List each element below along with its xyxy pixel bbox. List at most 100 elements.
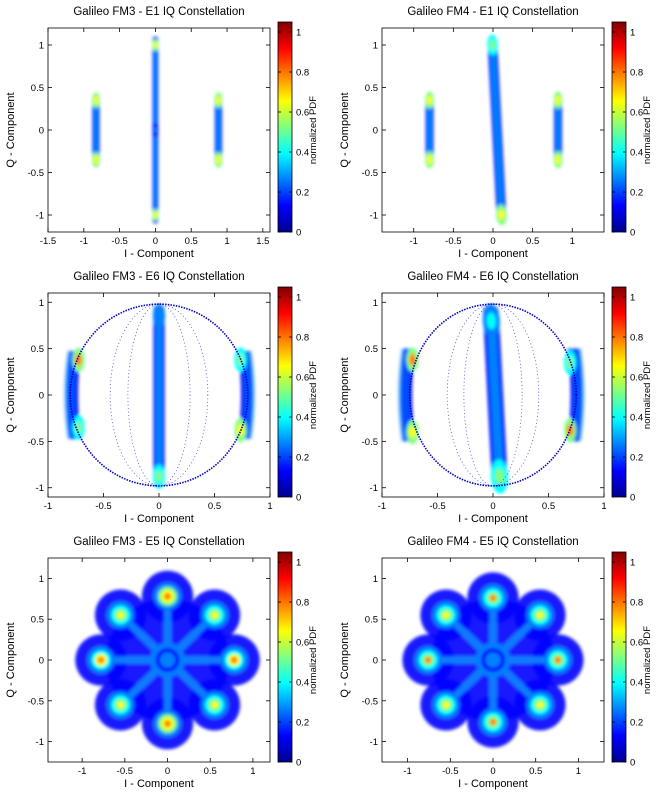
y-ticks: -1 -0.5 0 0.5 1 [28, 574, 270, 748]
colorbar-label: normalized PDF [642, 96, 653, 164]
y-tick-label: -0.5 [362, 696, 378, 707]
x-ticks: -1.5 -1 -0.5 0 0.5 1 1.5 [40, 28, 269, 247]
panel-fm4-e5: Galileo FM4 - E5 IQ Constellation -1 -0.5 0… [334, 530, 668, 795]
density-peak [498, 209, 505, 221]
colorbar-tick-label: 0.6 [296, 108, 309, 119]
y-tick-label: 0 [39, 126, 44, 137]
colorbar-tick-label: 0.6 [296, 638, 309, 649]
cluster [526, 691, 554, 719]
colorbar-tick-label: 0 [296, 228, 301, 239]
y-tick-label: 0 [373, 656, 378, 667]
density-peak [427, 155, 432, 165]
x-tick-label: 0.5 [208, 501, 221, 512]
colorbar-label: normalized PDF [642, 626, 653, 694]
colorbar: 0 0.2 0.4 0.6 0.8 1 normalized PDF [611, 21, 653, 239]
chart-title: Galileo FM4 - E1 IQ Constellation [407, 6, 578, 18]
colorbar-tick-label: 1 [630, 558, 635, 569]
density-peak [486, 312, 497, 330]
cluster [479, 708, 507, 736]
density-peak [153, 211, 158, 219]
ring-trajectory [109, 303, 209, 487]
x-tick-label: -0.5 [442, 766, 458, 777]
cluster [432, 691, 460, 719]
y-tick-label: 0 [373, 391, 378, 402]
cluster [220, 646, 248, 674]
panel-fm3-e5: Galileo FM3 - E5 IQ Constellation -1 -0.5 0… [0, 530, 334, 795]
density-peak [216, 96, 221, 105]
cluster [553, 91, 563, 169]
colorbar-tick-label: 0.6 [630, 108, 643, 119]
cluster [475, 642, 511, 678]
colorbar-tick-label: 0.8 [630, 68, 643, 79]
cluster [425, 91, 434, 169]
y-tick-label: 0.5 [31, 83, 44, 94]
chart-title: Galileo FM3 - E5 IQ Constellation [73, 536, 244, 548]
x-tick-label: -1.5 [40, 236, 56, 247]
x-ticks: -1 -0.5 0 0.5 1 [403, 558, 581, 777]
y-tick-label: 0.5 [31, 615, 44, 626]
x-ticks: -1 -0.5 0 0.5 1 [78, 558, 256, 777]
y-tick-label: -1 [370, 211, 378, 222]
colorbar-tick-label: 0.2 [296, 188, 309, 199]
colorbar-tick-label: 0.8 [630, 598, 643, 609]
cluster [87, 646, 115, 674]
x-tick-label: 0 [490, 766, 495, 777]
colorbar-tick-label: 0.2 [296, 453, 309, 464]
chart-fm4-e6: Galileo FM4 - E6 IQ Constellation -1 -0.5 0… [339, 271, 653, 525]
density-peak [216, 155, 221, 164]
chart-title: Galileo FM3 - E1 IQ Constellation [73, 6, 244, 18]
colorbar: 0 0.2 0.4 0.6 0.8 1 normalized PDF [277, 551, 319, 769]
x-tick-label: 0.5 [529, 766, 542, 777]
plot-area [48, 28, 270, 232]
colorbar-tick-label: 0 [630, 493, 635, 504]
plot-area [382, 558, 604, 762]
y-tick-label: 0 [373, 126, 378, 137]
cluster [200, 691, 229, 719]
x-tick-label: 0.5 [204, 766, 217, 777]
x-tick-label: 1 [224, 236, 229, 247]
x-tick-label: 1 [267, 501, 272, 512]
y-tick-label: 1 [39, 41, 44, 52]
cluster [153, 582, 182, 611]
x-tick-label: 0.5 [185, 236, 198, 247]
plot-area [382, 28, 604, 232]
cluster [432, 601, 460, 629]
x-tick-label: -1 [80, 236, 88, 247]
chart-title: Galileo FM3 - E6 IQ Constellation [73, 271, 244, 283]
density-peak [427, 95, 432, 105]
y-ticks: -1 -0.5 0 0.5 1 [362, 574, 604, 748]
y-axis-label: Q - Component [5, 622, 17, 697]
ring-trajectory [408, 303, 578, 487]
x-axis-label: I - Component [124, 778, 194, 790]
y-ticks: -1 -0.5 0 0.5 1 [28, 41, 270, 222]
x-axis-label: I - Component [458, 778, 528, 790]
cluster [200, 601, 229, 629]
density-peak [93, 96, 99, 105]
y-axis-label: Q - Component [339, 357, 351, 432]
y-tick-label: -1 [36, 211, 44, 222]
x-tick-label: 1 [576, 766, 581, 777]
x-axis-label: I - Component [458, 513, 528, 525]
colorbar-tick-label: 0.6 [296, 373, 309, 384]
panel-fm3-e6: Galileo FM3 - E6 IQ Constellation -1 -0.5 0… [0, 265, 334, 530]
chart-title: Galileo FM4 - E5 IQ Constellation [407, 536, 578, 548]
colorbar-tick-label: 0 [296, 758, 301, 769]
colorbar-tick-label: 1 [296, 28, 301, 39]
colorbar-tick-label: 1 [296, 558, 301, 569]
cluster [414, 646, 442, 674]
y-tick-label: -1 [36, 483, 44, 494]
colorbar-tick-label: 0.2 [296, 718, 309, 729]
y-axis-label: Q - Component [5, 92, 17, 167]
colorbar-label: normalized PDF [642, 361, 653, 429]
x-tick-label: -1 [409, 236, 417, 247]
density-peak [494, 467, 505, 486]
x-tick-label: 1 [570, 236, 575, 247]
x-tick-label: 0 [156, 501, 161, 512]
x-tick-label: 0 [165, 766, 170, 777]
cluster [482, 303, 509, 494]
x-tick-label: -1 [78, 766, 86, 777]
colorbar-tick-label: 0.4 [630, 148, 643, 159]
colorbar-tick-label: 0.8 [296, 598, 309, 609]
x-tick-label: 1 [250, 766, 255, 777]
colorbar-tick-label: 0 [630, 228, 635, 239]
